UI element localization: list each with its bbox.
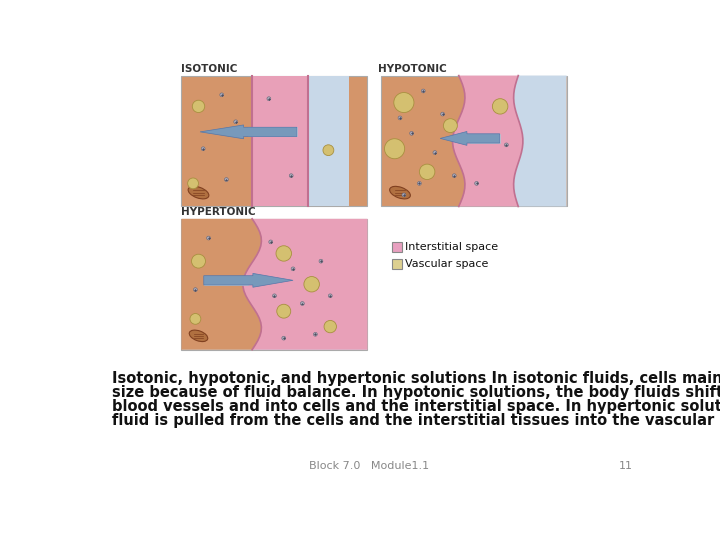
Circle shape: [192, 254, 205, 268]
Circle shape: [207, 236, 210, 240]
Circle shape: [319, 259, 323, 263]
Text: Block 7.0   Module1.1: Block 7.0 Module1.1: [309, 461, 429, 471]
Bar: [204, 276, 248, 285]
Circle shape: [201, 147, 205, 151]
Circle shape: [192, 100, 204, 112]
Circle shape: [220, 93, 224, 97]
Bar: [308, 76, 349, 206]
Text: blood vessels and into cells and the interstitial space. In hypertonic solutions: blood vessels and into cells and the int…: [112, 399, 720, 414]
Circle shape: [452, 174, 456, 178]
Circle shape: [402, 193, 406, 197]
Bar: [248, 127, 297, 137]
Circle shape: [194, 288, 197, 292]
Circle shape: [276, 304, 291, 318]
Circle shape: [410, 131, 413, 135]
Circle shape: [289, 174, 293, 178]
Circle shape: [492, 99, 508, 114]
Circle shape: [418, 181, 421, 185]
Circle shape: [384, 139, 405, 159]
Bar: [181, 76, 367, 206]
Text: 11: 11: [618, 461, 632, 471]
FancyArrow shape: [200, 125, 297, 139]
Text: Vascular space: Vascular space: [405, 259, 489, 269]
Circle shape: [272, 294, 276, 298]
Text: ISOTONIC: ISOTONIC: [181, 64, 238, 74]
Circle shape: [269, 240, 273, 244]
Circle shape: [282, 336, 286, 340]
Circle shape: [190, 314, 201, 325]
Text: fluid is pulled from the cells and the interstitial tissues into the vascular sp: fluid is pulled from the cells and the i…: [112, 413, 720, 428]
Bar: [181, 219, 367, 350]
Ellipse shape: [188, 186, 209, 199]
Circle shape: [441, 112, 444, 116]
Circle shape: [225, 178, 228, 181]
Text: HYPERTONIC: HYPERTONIC: [181, 207, 256, 217]
Circle shape: [328, 294, 332, 298]
Circle shape: [505, 143, 508, 147]
Circle shape: [276, 246, 292, 261]
Text: HYPOTONIC: HYPOTONIC: [378, 64, 447, 74]
FancyArrow shape: [440, 131, 500, 145]
Circle shape: [421, 89, 426, 93]
Circle shape: [433, 151, 437, 154]
Bar: [381, 76, 567, 206]
Circle shape: [267, 97, 271, 100]
Circle shape: [444, 119, 457, 132]
Ellipse shape: [390, 186, 410, 199]
Circle shape: [188, 178, 199, 189]
Bar: [392, 259, 402, 269]
Circle shape: [313, 333, 318, 336]
Text: size because of fluid balance. In hypotonic solutions, the body fluids shift out: size because of fluid balance. In hypoto…: [112, 385, 720, 400]
Circle shape: [234, 120, 238, 124]
Bar: [470, 134, 500, 143]
Circle shape: [324, 320, 336, 333]
Circle shape: [300, 301, 305, 306]
Circle shape: [419, 164, 435, 179]
Circle shape: [474, 181, 479, 185]
Circle shape: [323, 145, 334, 156]
Circle shape: [398, 116, 402, 120]
Ellipse shape: [189, 330, 208, 342]
Text: Isotonic, hypotonic, and hypertonic solutions In isotonic fluids, cells maintain: Isotonic, hypotonic, and hypertonic solu…: [112, 372, 720, 386]
Circle shape: [304, 276, 320, 292]
Circle shape: [394, 92, 414, 112]
Text: Interstitial space: Interstitial space: [405, 242, 498, 252]
Bar: [392, 242, 402, 252]
Bar: [252, 76, 308, 206]
FancyArrow shape: [204, 273, 293, 287]
Circle shape: [291, 267, 295, 271]
